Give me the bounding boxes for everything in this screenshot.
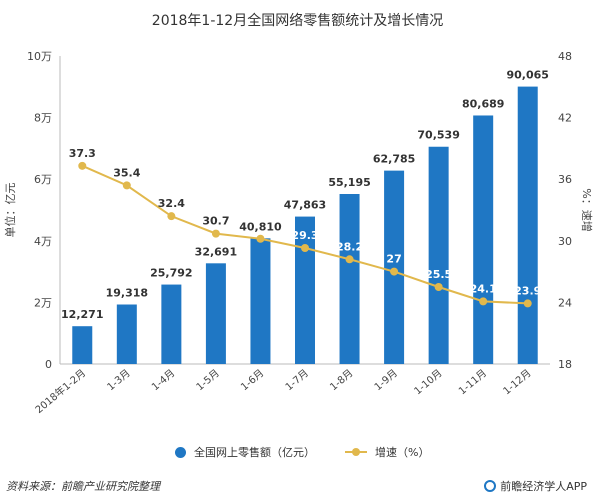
growth-value-label: 35.4 bbox=[113, 166, 140, 179]
bar bbox=[428, 146, 449, 364]
x-tick-label: 2018年1-2月 bbox=[33, 366, 89, 416]
growth-value-label: 27 bbox=[386, 253, 401, 266]
legend-line-swatch bbox=[345, 448, 367, 456]
growth-value-label: 30.7 bbox=[202, 215, 229, 228]
right-tick-label: 30 bbox=[558, 235, 572, 248]
bar-value-label: 40,810 bbox=[239, 220, 282, 233]
bar bbox=[473, 115, 494, 365]
growth-point bbox=[345, 255, 354, 264]
legend-item-bar: 全国网上零售额（亿元） bbox=[175, 444, 315, 460]
bar bbox=[205, 263, 226, 364]
x-tick-label: 1-12月 bbox=[501, 367, 534, 397]
right-tick-label: 36 bbox=[558, 173, 572, 186]
legend-line-label: 增速（%） bbox=[375, 446, 430, 459]
x-tick-label: 1-4月 bbox=[149, 367, 177, 393]
legend: 全国网上零售额（亿元） 增速（%） bbox=[0, 444, 595, 464]
bar-value-label: 70,539 bbox=[417, 129, 459, 142]
x-tick-label: 1-8月 bbox=[328, 367, 356, 393]
chart-title: 2018年1-12月全国网络零售额统计及增长情况 bbox=[151, 13, 444, 29]
bar bbox=[72, 326, 93, 364]
bar-value-label: 62,785 bbox=[373, 153, 415, 166]
growth-value-label: 24.1 bbox=[470, 282, 497, 295]
growth-point bbox=[523, 299, 532, 308]
x-tick-label: 1-9月 bbox=[372, 367, 400, 393]
growth-point bbox=[390, 267, 399, 276]
bar-value-label: 19,318 bbox=[106, 287, 148, 300]
growth-value-label: 23.9 bbox=[514, 284, 541, 297]
bar bbox=[250, 238, 271, 364]
growth-value-label: 32.4 bbox=[158, 197, 185, 210]
bar bbox=[116, 304, 137, 364]
growth-point bbox=[434, 283, 443, 291]
growth-value-label: 25.5 bbox=[425, 268, 452, 281]
bar bbox=[161, 284, 182, 364]
growth-value-label: 28.2 bbox=[336, 240, 363, 253]
left-tick-label: 6万 bbox=[34, 173, 52, 186]
growth-point bbox=[256, 234, 265, 243]
right-axis-title: %：速增 bbox=[580, 188, 594, 231]
growth-point bbox=[167, 212, 176, 221]
brand-note: 前瞻经济学人APP bbox=[484, 478, 587, 494]
right-tick-label: 18 bbox=[558, 358, 572, 371]
x-tick-label: 1-3月 bbox=[105, 367, 133, 393]
legend-item-line: 增速（%） bbox=[345, 444, 429, 460]
bar-value-label: 25,792 bbox=[150, 267, 192, 280]
legend-bar-label: 全国网上零售额（亿元） bbox=[194, 446, 315, 459]
growth-value-label: 37.3 bbox=[69, 147, 96, 160]
growth-value-label: 29.3 bbox=[291, 229, 318, 242]
bar-value-label: 32,691 bbox=[195, 245, 237, 258]
x-tick-label: 1-7月 bbox=[283, 367, 311, 393]
left-axis-title: 单位：亿元 bbox=[3, 183, 17, 238]
left-tick-label: 2万 bbox=[34, 296, 52, 309]
left-tick-label: 0 bbox=[45, 358, 52, 371]
right-tick-label: 48 bbox=[558, 50, 572, 63]
bar-value-label: 80,689 bbox=[462, 97, 504, 110]
growth-point bbox=[78, 161, 87, 170]
growth-point bbox=[122, 181, 131, 190]
bar-value-label: 12,271 bbox=[61, 308, 103, 321]
x-tick-label: 1-10月 bbox=[412, 367, 445, 397]
bar bbox=[295, 216, 315, 364]
growth-point bbox=[479, 297, 488, 306]
left-tick-label: 10万 bbox=[27, 50, 52, 63]
left-tick-label: 4万 bbox=[34, 235, 52, 248]
bar-value-label: 47,863 bbox=[284, 199, 326, 212]
bar bbox=[384, 170, 405, 364]
brand-logo-icon bbox=[484, 480, 497, 492]
growth-point bbox=[211, 229, 220, 238]
growth-point bbox=[301, 243, 309, 252]
legend-bar-swatch bbox=[175, 446, 186, 458]
brand-text: 前瞻经济学人APP bbox=[500, 480, 587, 493]
bar bbox=[339, 193, 360, 364]
source-note: 资料来源：前瞻产业研究院整理 bbox=[6, 480, 160, 493]
right-tick-label: 42 bbox=[558, 112, 572, 125]
bar bbox=[517, 86, 538, 365]
bar-value-label: 90,065 bbox=[507, 69, 549, 82]
bar-value-label: 55,195 bbox=[328, 176, 370, 189]
x-tick-label: 1-5月 bbox=[194, 367, 222, 393]
left-tick-label: 8万 bbox=[34, 112, 52, 125]
x-tick-label: 1-6月 bbox=[238, 367, 266, 393]
right-tick-label: 24 bbox=[558, 296, 572, 309]
x-tick-label: 1-11月 bbox=[456, 367, 489, 397]
